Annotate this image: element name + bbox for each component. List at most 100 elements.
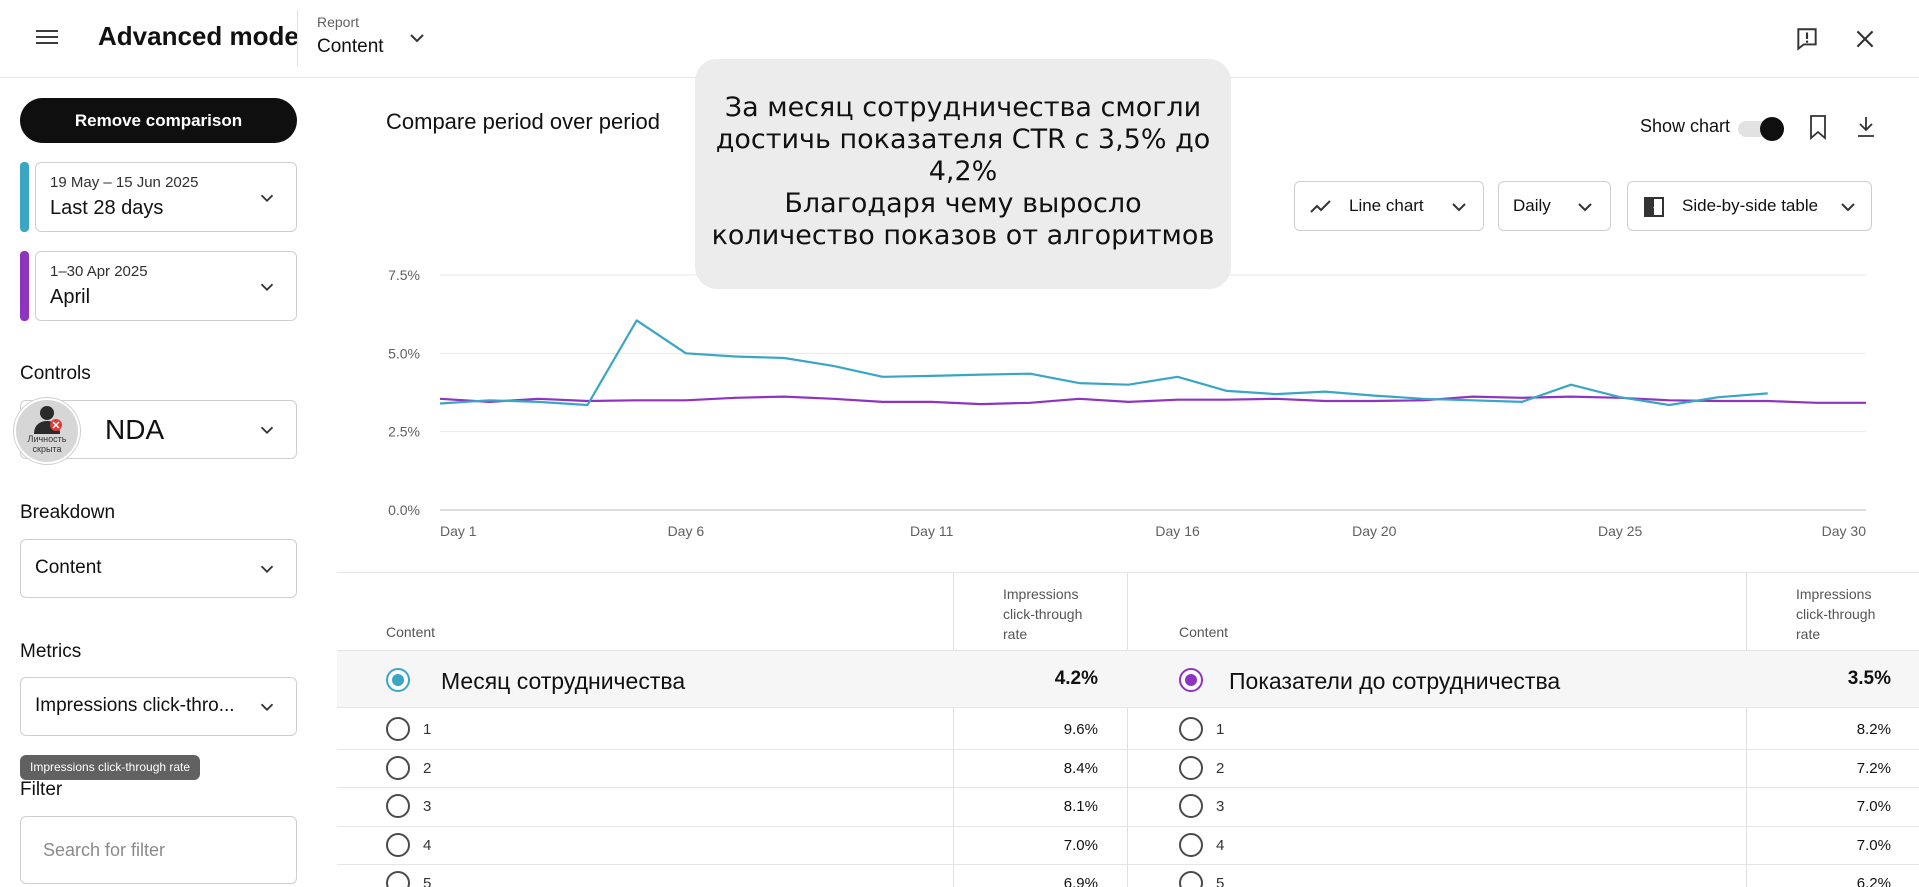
- row-value: 8.4%: [1063, 759, 1098, 777]
- period-range-text: 1–30 Apr 2025: [50, 263, 148, 280]
- overlay-text-line: За месяц сотрудничества смогли: [724, 92, 1202, 123]
- overlay-text-line: 4,2%: [928, 156, 998, 187]
- row-divider: [1128, 825, 1746, 827]
- period-selector-comparison: 1–30 Apr 2025 April: [20, 251, 297, 321]
- total-value-comparison: 3.5%: [1847, 668, 1891, 689]
- overlay-text-line: достичь показателя CTR с 3,5% до: [715, 124, 1211, 155]
- row-label: 1: [423, 721, 432, 738]
- toggle-knob: [1760, 117, 1784, 141]
- row-radio[interactable]: [386, 832, 410, 857]
- bookmark-icon[interactable]: [1806, 114, 1830, 140]
- chevron-down-icon: [260, 194, 274, 203]
- row-value: 7.2%: [1856, 759, 1891, 777]
- row-divider: [1746, 825, 1919, 827]
- close-icon[interactable]: [1852, 26, 1878, 52]
- row-divider: [1128, 864, 1746, 865]
- row-radio[interactable]: [1179, 832, 1203, 857]
- row-divider: [1746, 864, 1919, 865]
- row-label: 4: [423, 836, 432, 854]
- breakdown-label: Breakdown: [20, 502, 116, 523]
- side-by-side-icon: [1644, 197, 1664, 217]
- filter-label: Filter: [20, 779, 63, 800]
- total-label-comparison: Показатели до сотрудничества: [1229, 668, 1561, 694]
- row-divider: [337, 825, 953, 827]
- y-tick-label: 0.0%: [388, 502, 420, 518]
- avatar-caption: Личность скрыта: [27, 434, 67, 454]
- report-selector[interactable]: Content: [317, 36, 384, 57]
- filter-search-input[interactable]: [20, 816, 297, 884]
- x-tick-label: Day 30: [1822, 523, 1867, 539]
- chevron-down-icon: [1841, 203, 1855, 212]
- chevron-down-icon: [1452, 203, 1466, 212]
- row-radio[interactable]: [1179, 755, 1203, 780]
- row-divider: [953, 748, 1127, 750]
- column-divider: [1746, 573, 1747, 887]
- ctr-column-header: Impressions click-through rate: [1003, 586, 1083, 642]
- column-divider: [1127, 573, 1128, 887]
- row-label: 3: [423, 798, 432, 815]
- granularity-label: Daily: [1513, 196, 1551, 215]
- table-mode-dropdown[interactable]: Side-by-side table: [1627, 181, 1872, 231]
- chevron-down-icon: [260, 283, 274, 292]
- chart-type-dropdown[interactable]: Line chart: [1294, 181, 1484, 231]
- row-value: 9.6%: [1063, 721, 1098, 738]
- row-radio[interactable]: [386, 755, 410, 780]
- period-selector-primary: 19 May – 15 Jun 2025 Last 28 days: [20, 162, 297, 232]
- x-tick-label: Day 1: [440, 523, 477, 539]
- row-value: 6.9%: [1063, 875, 1098, 887]
- date-range-picker[interactable]: 1–30 Apr 2025 April: [35, 251, 297, 321]
- page-title: Advanced mode: [98, 21, 299, 51]
- chevron-down-icon: [260, 565, 274, 574]
- feedback-icon[interactable]: [1794, 26, 1820, 52]
- granularity-dropdown[interactable]: Daily: [1498, 181, 1611, 231]
- row-value: 8.1%: [1063, 798, 1098, 815]
- chevron-down-icon: [260, 426, 274, 435]
- overlay-text-line: Благодаря чему выросло: [784, 188, 1142, 219]
- controls-label: Controls: [20, 363, 91, 384]
- menu-icon[interactable]: [34, 26, 60, 48]
- table-mode-label: Side-by-side table: [1682, 196, 1819, 215]
- chevron-down-icon[interactable]: [405, 26, 429, 50]
- row-radio[interactable]: [386, 871, 410, 887]
- row-divider: [953, 864, 1127, 865]
- row-label: 5: [1216, 875, 1225, 887]
- metrics-selector[interactable]: Impressions click-thro...: [20, 677, 297, 736]
- show-chart-label: Show chart: [1640, 116, 1731, 136]
- x-tick-label: Day 11: [910, 523, 954, 539]
- row-label: 1: [1216, 721, 1225, 738]
- totals-row: [337, 650, 1919, 708]
- x-tick-label: Day 16: [1155, 523, 1200, 539]
- row-value: 6.2%: [1856, 875, 1891, 887]
- row-radio[interactable]: [386, 794, 410, 818]
- avatar: Личность скрыта: [14, 398, 80, 464]
- metrics-tooltip: Impressions click-through rate: [20, 755, 201, 780]
- date-range-picker[interactable]: 19 May – 15 Jun 2025 Last 28 days: [35, 162, 297, 232]
- row-label: 2: [1216, 759, 1225, 777]
- total-value-primary: 4.2%: [1054, 668, 1098, 689]
- y-tick-label: 2.5%: [388, 424, 420, 440]
- row-divider: [1128, 748, 1746, 750]
- content-column-header: Content: [1179, 624, 1229, 640]
- period-range-text: 19 May – 15 Jun 2025: [50, 174, 199, 191]
- total-radio-comparison[interactable]: [1179, 668, 1203, 692]
- row-radio[interactable]: [1179, 794, 1203, 818]
- breakdown-selector[interactable]: Content: [20, 539, 297, 598]
- table-divider: [337, 572, 1919, 573]
- x-tick-label: Day 20: [1352, 523, 1397, 539]
- period-name-text: Last 28 days: [50, 197, 164, 219]
- download-icon[interactable]: [1854, 114, 1878, 140]
- row-radio[interactable]: [1179, 717, 1203, 741]
- show-chart-toggle[interactable]: [1738, 117, 1784, 141]
- remove-comparison-button[interactable]: Remove comparison: [20, 98, 297, 143]
- chart-title: Compare period over period: [386, 109, 660, 134]
- total-radio-primary[interactable]: [386, 668, 410, 692]
- row-radio[interactable]: [1179, 871, 1203, 887]
- x-tick-label: Day 6: [668, 523, 705, 539]
- row-divider: [1746, 787, 1919, 788]
- row-radio[interactable]: [386, 717, 410, 741]
- row-label: 3: [1216, 798, 1225, 815]
- row-value: 7.0%: [1856, 798, 1891, 815]
- y-tick-label: 5.0%: [388, 345, 420, 361]
- content-column-header: Content: [386, 624, 436, 640]
- row-divider: [1746, 748, 1919, 750]
